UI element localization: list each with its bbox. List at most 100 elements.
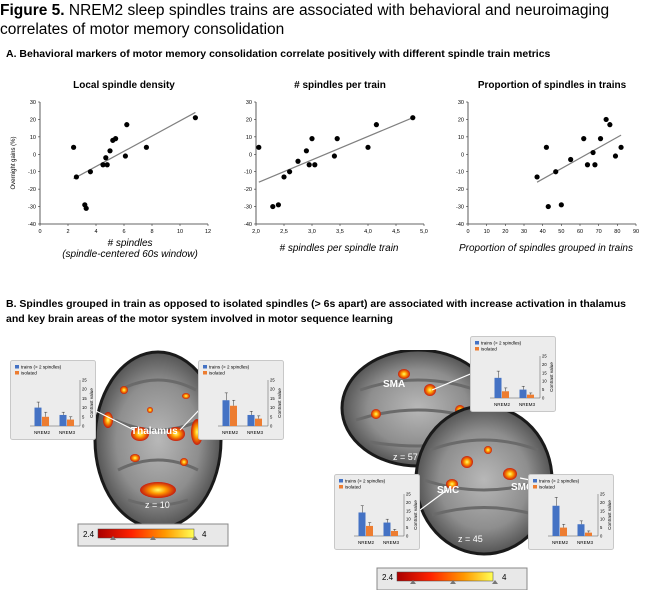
bar-chart-thalamus-left: trains (> 2 spindles)isolated 0 5 10 15 20 25C…: [10, 360, 96, 440]
bar-y-tick-label: 5: [82, 414, 85, 419]
bar-y-tick-label: 10: [406, 517, 411, 522]
bar-y-tick-label: 15: [406, 508, 411, 513]
bar-category-label: NREM2: [494, 402, 511, 407]
x-tick-label: 5,0: [420, 229, 428, 234]
x-tick-label: 50: [558, 229, 564, 234]
scatter-point: [607, 122, 613, 128]
bar-y-tick-label: 15: [270, 396, 275, 401]
thalamus-label: Thalamus: [131, 426, 178, 437]
bar: [502, 391, 509, 398]
bar-ylabel: Contrast value: [89, 388, 94, 418]
scatter-point: [256, 144, 262, 150]
sma-label: SMA: [383, 379, 405, 390]
scatter-point: [192, 115, 198, 121]
x-tick-label: 4: [94, 229, 97, 234]
bar: [59, 414, 67, 426]
bar-chart-sma: trains (> 2 spindles)isolated 0 5 10 15 20 25C…: [470, 336, 556, 412]
scatter-point: [558, 202, 564, 208]
bar-y-tick-label: 25: [270, 378, 275, 383]
legend-label: trains (> 2 spindles): [481, 341, 522, 346]
bar: [383, 522, 391, 536]
colorbar-left-min: 2.4: [83, 530, 95, 539]
scatter-point: [312, 162, 318, 168]
y-tick-label: -10: [244, 170, 252, 176]
x-tick-label: 60: [577, 229, 583, 234]
bar-panel-background: [334, 474, 420, 550]
brain-figure: Thalamus z = 10 SMA z = 57 SMC SMC z = 4…: [77, 350, 554, 590]
y-tick-label: -40: [456, 222, 464, 228]
y-tick-label: 0: [249, 152, 252, 158]
figure-title-text: NREM2 sleep spindles trains are associat…: [0, 2, 610, 38]
scatter-plot-3: Proportion of spindles in trains -40 -30 -2…: [456, 80, 639, 234]
x-tick-label: 0: [466, 229, 469, 234]
x-tick-label: 6: [122, 229, 125, 234]
bar-ylabel: Contrast value: [277, 388, 282, 418]
bar: [222, 400, 230, 426]
bar-y-tick-label: 15: [600, 508, 605, 513]
x-tick-label: 2,5: [280, 229, 288, 234]
scatter-point: [581, 136, 587, 142]
x-tick-label: 10: [177, 229, 183, 234]
scatter-point: [365, 144, 371, 150]
scatter-caption-2: # spindles per spindle train: [279, 243, 399, 254]
bar-y-tick-label: 10: [270, 405, 275, 410]
bar-y-tick-label: 10: [82, 405, 87, 410]
bar: [358, 512, 366, 536]
y-tick-label: -10: [28, 170, 36, 176]
x-tick-label: 4,5: [392, 229, 400, 234]
bar: [67, 419, 74, 426]
smc-left-label: SMC: [437, 485, 459, 496]
y-tick-label: 30: [246, 100, 252, 106]
y-tick-label: 10: [458, 135, 464, 141]
y-tick-label: -30: [244, 205, 252, 211]
x-tick-label: 10: [484, 229, 490, 234]
x-tick-label: 2: [66, 229, 69, 234]
figure-label: Figure 5.: [0, 2, 65, 19]
scatter-title: # spindles per train: [294, 80, 386, 91]
bar-y-tick-label: 5: [542, 387, 545, 392]
bar-category-label: NREM2: [358, 540, 375, 545]
scatter-point: [103, 155, 109, 161]
bar-y-tick-label: 0: [542, 396, 545, 401]
bar-y-tick-label: 0: [270, 424, 273, 429]
legend-label: trains (> 2 spindles): [21, 365, 62, 370]
legend-swatch: [533, 485, 537, 489]
scatter-ylabel: Overnight gains (%): [11, 136, 17, 189]
x-tick-label: 70: [596, 229, 602, 234]
bar: [527, 394, 534, 398]
bar-y-tick-label: 5: [270, 414, 273, 419]
bar-panel-background: [198, 360, 284, 440]
legend-label: isolated: [539, 485, 555, 490]
legend-label: trains (> 2 spindles): [209, 365, 250, 370]
scatter-point: [534, 174, 540, 180]
scatter-point: [373, 122, 379, 128]
legend-swatch: [533, 479, 537, 483]
scatter-plot-1: Local spindle density Overnight gains (%)…: [11, 80, 211, 234]
section-b-heading: B. Spindles grouped in train as opposed …: [6, 298, 626, 325]
scatter-point: [124, 122, 130, 128]
x-tick-label: 40: [540, 229, 546, 234]
figure-title: Figure 5. NREM2 sleep spindles trains ar…: [0, 1, 640, 39]
bar-y-tick-label: 25: [406, 492, 411, 497]
bar: [34, 407, 42, 426]
scatter-point: [553, 169, 559, 175]
x-tick-label: 20: [502, 229, 508, 234]
legend-swatch: [339, 479, 343, 483]
legend-swatch: [475, 347, 479, 351]
bar: [560, 527, 567, 536]
legend-swatch: [203, 371, 207, 375]
scatter-point: [592, 162, 598, 168]
scatter-point: [107, 148, 113, 154]
scatter-point: [603, 116, 609, 123]
x-tick-label: 90: [633, 229, 639, 234]
bar-y-tick-label: 20: [600, 500, 605, 505]
scatter-caption-1: # spindles (spindle-centered 60s window): [40, 238, 220, 260]
bar: [230, 405, 237, 426]
scatter-point: [143, 144, 149, 150]
scatter-point: [71, 144, 77, 150]
legend-label: isolated: [209, 371, 225, 376]
section-a-heading: A. Behavioral markers of motor memory co…: [6, 48, 551, 60]
x-tick-label: 8: [150, 229, 153, 234]
scatter-title: Proportion of spindles in trains: [478, 80, 627, 91]
bar-y-tick-label: 25: [600, 492, 605, 497]
